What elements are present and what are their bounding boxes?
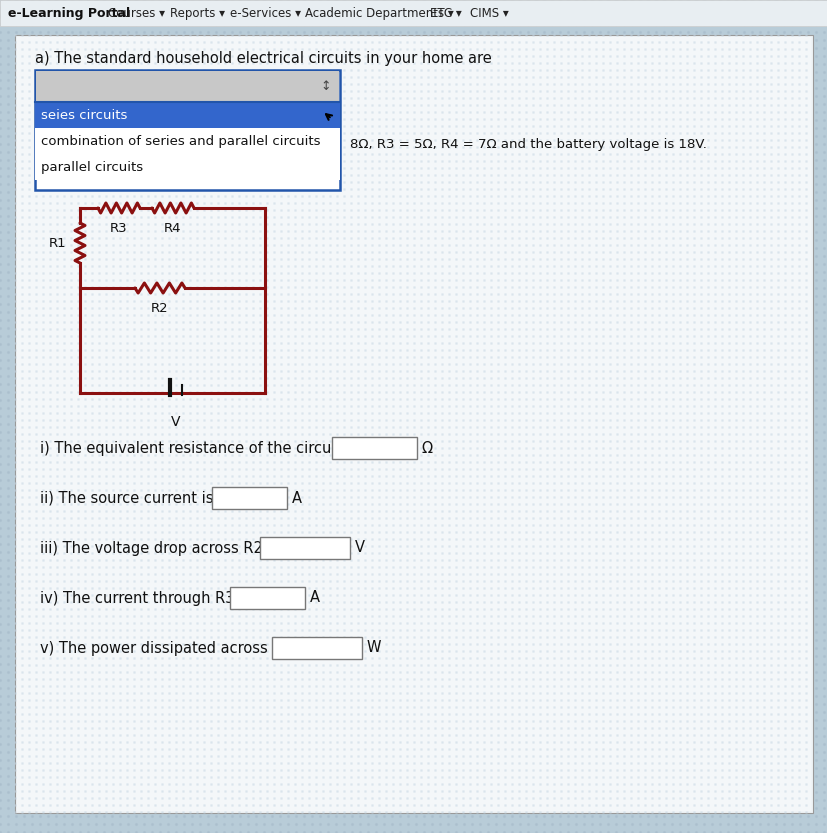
Text: e-Learning Portal: e-Learning Portal: [8, 7, 130, 19]
Bar: [332, 437, 417, 459]
Text: V: V: [171, 415, 180, 429]
Bar: [35, 128, 340, 154]
Text: Courses ▾: Courses ▾: [108, 7, 165, 19]
Text: combination of series and parallel circuits: combination of series and parallel circu…: [41, 134, 320, 147]
Text: R3: R3: [110, 222, 127, 235]
Bar: [272, 637, 361, 659]
Bar: [212, 487, 287, 509]
Text: v) The power dissipated across R1 is =: v) The power dissipated across R1 is =: [40, 641, 325, 656]
Text: 8Ω, R3 = 5Ω, R4 = 7Ω and the battery voltage is 18V.: 8Ω, R3 = 5Ω, R4 = 7Ω and the battery vol…: [350, 137, 706, 151]
Text: ii) The source current is  =: ii) The source current is =: [40, 491, 235, 506]
Text: CIMS ▾: CIMS ▾: [470, 7, 508, 19]
Text: W: W: [366, 641, 381, 656]
Text: A: A: [292, 491, 302, 506]
Text: ↕: ↕: [320, 79, 331, 92]
Text: seies circuits: seies circuits: [41, 108, 127, 122]
Bar: [36, 71, 338, 102]
Text: iv) The current through R3 is =: iv) The current through R3 is =: [40, 591, 267, 606]
Text: V: V: [355, 541, 365, 556]
Text: ETC ▾: ETC ▾: [429, 7, 461, 19]
Text: A: A: [309, 591, 319, 606]
Text: Ω: Ω: [422, 441, 433, 456]
Text: Reports ▾: Reports ▾: [170, 7, 225, 19]
Bar: [0, 0, 827, 26]
Text: R2: R2: [151, 302, 169, 315]
Text: parallel circuits: parallel circuits: [41, 161, 143, 173]
Bar: [35, 102, 340, 128]
Text: iii) The voltage drop across R2 is =: iii) The voltage drop across R2 is =: [40, 541, 296, 556]
Text: a) The standard household electrical circuits in your home are: a) The standard household electrical cir…: [35, 51, 491, 66]
Text: R4: R4: [164, 222, 182, 235]
Bar: [260, 537, 350, 559]
Bar: [35, 154, 340, 180]
Text: i) The equivalent resistance of the circuit is =: i) The equivalent resistance of the circ…: [40, 441, 374, 456]
Bar: [230, 587, 304, 609]
Text: Academic Departments ▾: Academic Departments ▾: [304, 7, 453, 19]
Text: e-Services ▾: e-Services ▾: [230, 7, 301, 19]
Text: R1: R1: [49, 237, 67, 250]
Bar: [35, 70, 340, 190]
